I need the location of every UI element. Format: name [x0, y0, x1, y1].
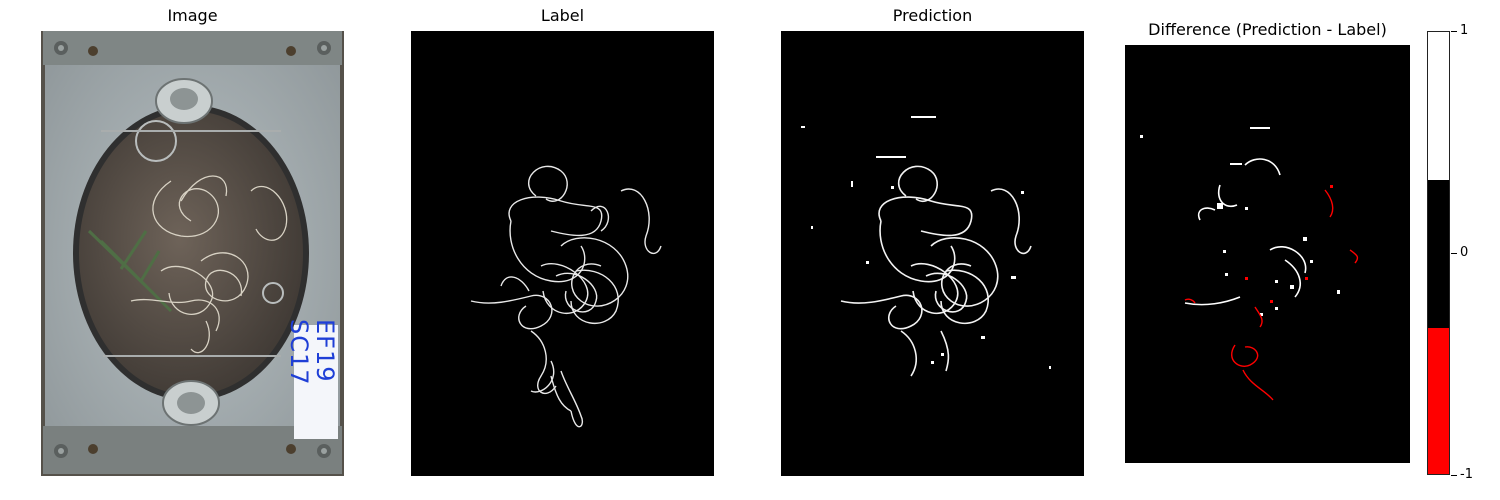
- colorbar-segment-positive: [1428, 32, 1449, 180]
- image-panel-title: Image: [167, 6, 218, 25]
- colorbar-tick-bottom: [1451, 475, 1457, 476]
- colorbar-segment-zero: [1428, 180, 1449, 328]
- colorbar: [1427, 31, 1450, 475]
- colorbar-tick-middle: [1451, 253, 1457, 254]
- image-panel: Image: [41, 0, 344, 500]
- label-panel: Label: [411, 0, 714, 500]
- specimen-label-text: EF19 SC17: [285, 319, 339, 439]
- specimen-label-line2: SC17: [285, 319, 313, 386]
- colorbar-label-bottom: -1: [1460, 467, 1473, 482]
- difference-panel-title: Difference (Prediction - Label): [1148, 20, 1387, 39]
- label-panel-title: Label: [540, 6, 585, 25]
- colorbar-label-top: 1: [1460, 23, 1469, 38]
- prediction-panel-title: Prediction: [892, 6, 973, 25]
- specimen-label-card: EF19 SC17: [285, 319, 339, 439]
- prediction-mask-drawing: [801, 116, 1051, 377]
- label-mask-drawing: [470, 165, 662, 428]
- difference-panel: Difference (Prediction - Label): [1125, 0, 1410, 500]
- label-mask: [411, 31, 714, 476]
- specimen-photo: EF19 SC17: [41, 31, 344, 476]
- colorbar-segment-negative: [1428, 328, 1449, 474]
- colorbar-tick-top: [1451, 31, 1457, 32]
- difference-map-drawing: [1140, 127, 1359, 401]
- specimen-photo-drawing: [41, 31, 344, 476]
- prediction-panel: Prediction: [781, 0, 1084, 500]
- colorbar-label-middle: 0: [1460, 245, 1469, 260]
- prediction-mask: [781, 31, 1084, 476]
- specimen-label-line1: EF19: [311, 319, 339, 383]
- difference-map: [1125, 45, 1410, 463]
